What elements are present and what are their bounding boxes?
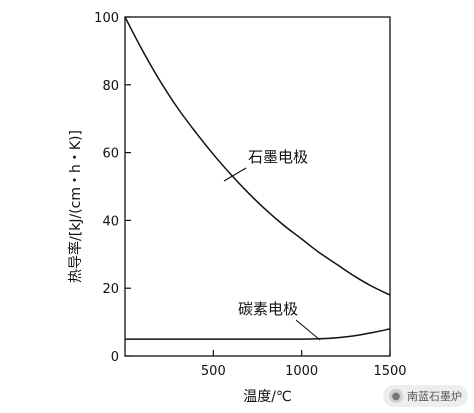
y-tick-label-80: 80 [102, 79, 119, 94]
y-axis-label: 热导率/[kJ/(cm・h・K)] [67, 130, 84, 283]
y-tick-label-40: 40 [102, 214, 119, 229]
axes [124, 16, 391, 357]
leader-line-0 [223, 167, 247, 182]
x-tick-label-1000: 1000 [285, 364, 318, 379]
y-tick-label-100: 100 [94, 11, 119, 26]
series-line-0 [124, 16, 391, 296]
x-tick-label-500: 500 [201, 364, 226, 379]
circle-logo-icon: ● [389, 389, 403, 403]
y-tick-label-20: 20 [102, 282, 119, 297]
x-axis-label: 温度/℃ [243, 389, 291, 405]
series-layer [124, 16, 391, 340]
series-label-0: 石墨电极 [248, 148, 308, 166]
y-tick-label-0: 0 [111, 350, 119, 365]
y-tick-label-60: 60 [102, 147, 119, 162]
leader-line-1 [295, 319, 321, 341]
plot-frame [124, 16, 391, 357]
labels-layer: 0 20 40 60 80 100 500 1000 1500 温度/℃ 热导率/[kJ/(cm・h… [67, 11, 407, 405]
x-tick-label-1500: 1500 [373, 364, 406, 379]
series-line-1 [124, 328, 391, 340]
watermark-text: 南蓝石墨炉 [407, 390, 462, 403]
series-label-1: 碳素电极 [238, 300, 298, 318]
watermark-badge: ● 南蓝石墨炉 [383, 385, 468, 407]
